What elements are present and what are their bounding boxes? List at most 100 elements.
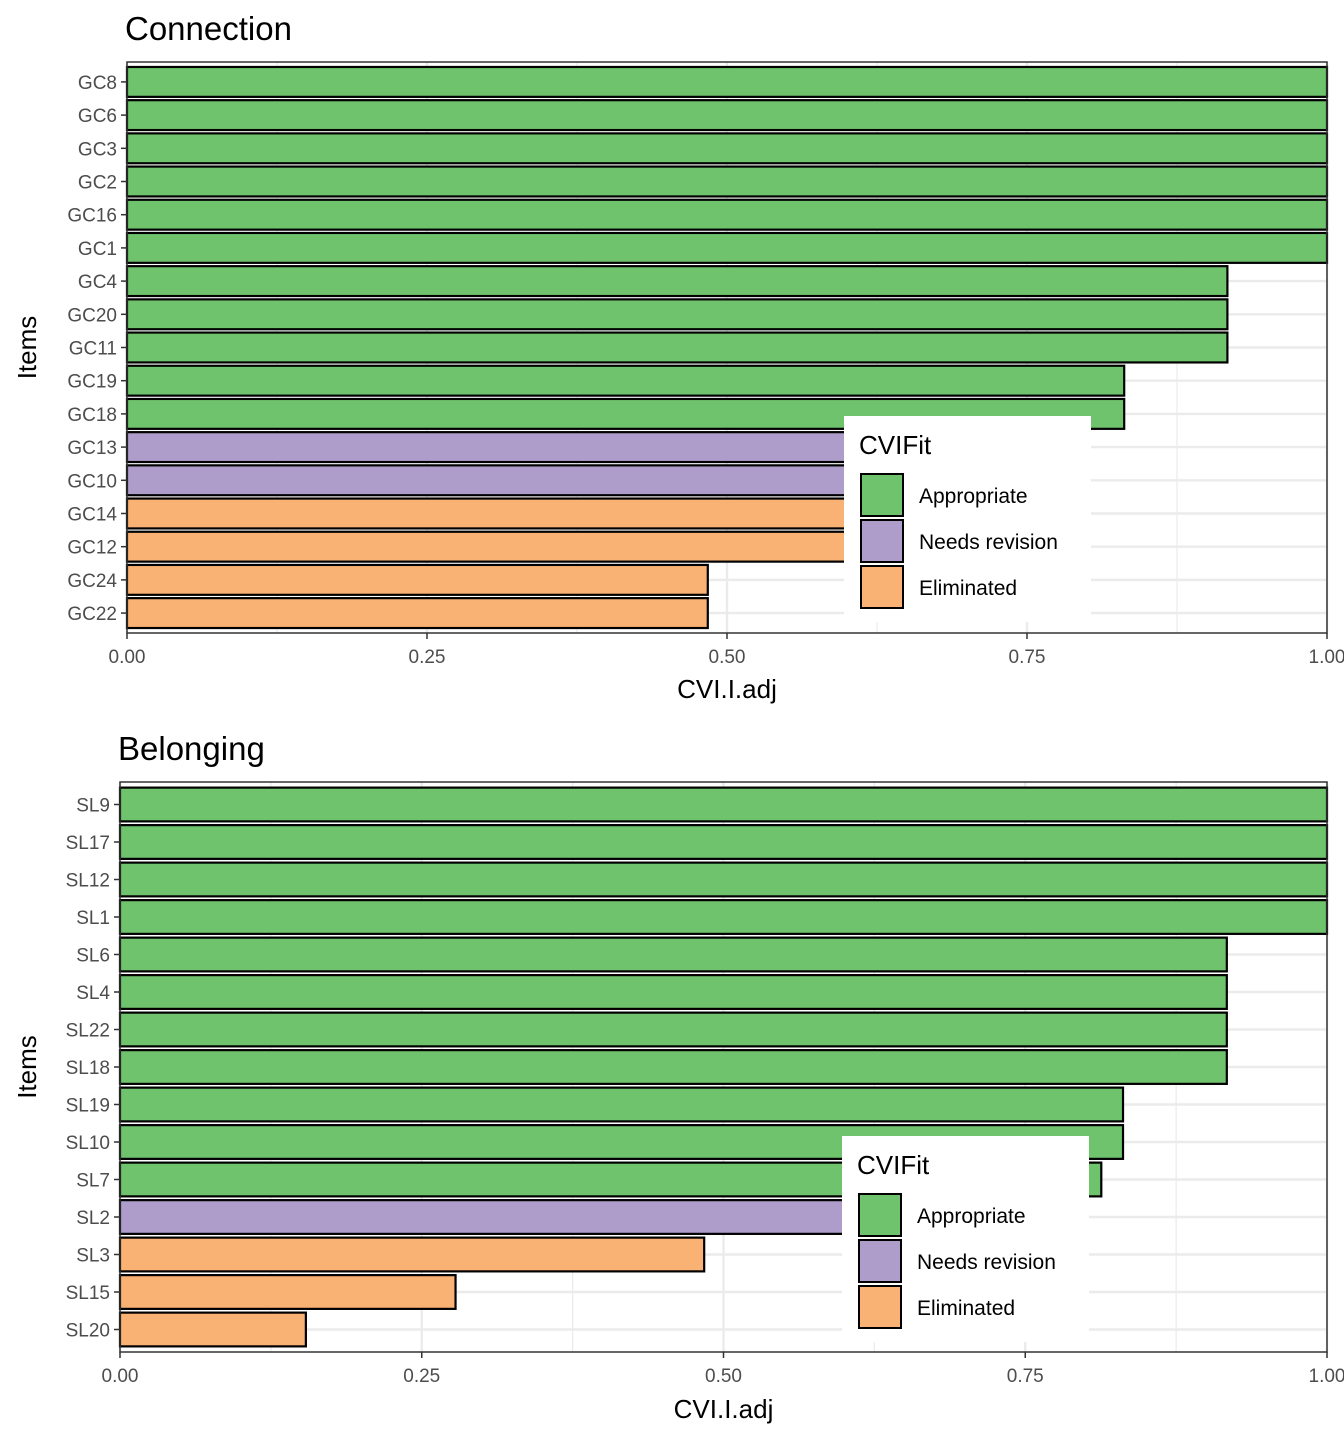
legend-key-appropriate xyxy=(858,1193,902,1237)
legend-label: Needs revision xyxy=(919,531,1058,554)
legend-label: Eliminated xyxy=(919,577,1017,600)
legend-label: Appropriate xyxy=(919,485,1028,508)
bar-gc11 xyxy=(125,331,1229,364)
y-axis-title: Items xyxy=(12,1035,42,1099)
bar-sl2 xyxy=(118,1199,967,1235)
legend-label: Appropriate xyxy=(917,1205,1026,1228)
y-tick-label: SL9 xyxy=(76,796,110,817)
x-axis-title: CVI.I.adj xyxy=(674,1394,774,1424)
y-tick-label: SL20 xyxy=(66,1321,110,1342)
bar-gc13 xyxy=(125,431,969,464)
legend-title: CVIFit xyxy=(859,430,932,460)
x-tick-label: 0.75 xyxy=(1007,1366,1044,1387)
bar-sl4 xyxy=(118,974,1228,1010)
y-tick-label: SL22 xyxy=(66,1021,110,1042)
legend-title: CVIFit xyxy=(857,1150,930,1180)
y-tick-label: SL4 xyxy=(76,983,110,1004)
y-tick-label: GC4 xyxy=(78,272,118,293)
y-tick-label: GC10 xyxy=(67,471,117,492)
legend-label: Needs revision xyxy=(917,1251,1056,1274)
chart-title: Connection xyxy=(125,10,292,47)
bar-sl9 xyxy=(118,786,1329,823)
legend-label: Eliminated xyxy=(917,1297,1015,1320)
x-tick-label: 0.00 xyxy=(102,1366,139,1387)
y-axis: SL9 SL17 SL12 SL1 SL6 SL4 SL22 SL18 SL19 SL10 SL7 S… xyxy=(12,796,120,1342)
bar-gc14 xyxy=(125,497,885,530)
bar-gc8 xyxy=(125,65,1329,98)
y-tick-label: GC3 xyxy=(78,139,117,160)
y-tick-label: SL7 xyxy=(76,1171,110,1192)
bar-gc19 xyxy=(125,364,1126,397)
y-tick-label: GC12 xyxy=(67,538,117,559)
bar-sl17 xyxy=(118,824,1329,860)
y-tick-label: GC2 xyxy=(78,173,117,194)
y-tick-label: GC1 xyxy=(78,239,117,260)
bar-sl6 xyxy=(118,936,1228,973)
y-tick-label: SL6 xyxy=(76,946,110,967)
bar-sl18 xyxy=(118,1049,1228,1085)
x-axis: 0.00 0.25 0.50 0.75 1.00 CVI.I.adj xyxy=(109,633,1344,704)
bar-gc12 xyxy=(125,530,885,563)
legend-key-appropriate xyxy=(860,473,904,517)
bar-gc6 xyxy=(125,99,1329,132)
y-tick-label: SL3 xyxy=(76,1246,110,1267)
x-tick-label: 0.50 xyxy=(709,647,746,668)
bar-gc4 xyxy=(125,265,1229,298)
x-axis: 0.00 0.25 0.50 0.75 1.00 CVI.I.adj xyxy=(102,1352,1344,1424)
legend-key-needs-revision xyxy=(860,519,904,563)
x-tick-label: 1.00 xyxy=(1309,1366,1344,1387)
bar-sl12 xyxy=(118,861,1329,898)
y-tick-label: SL12 xyxy=(66,871,110,892)
bar-sl15 xyxy=(118,1274,457,1310)
y-tick-label: GC16 xyxy=(67,206,117,227)
legend: CVIFit Appropriate Needs revision Eliminate… xyxy=(844,416,1091,622)
y-tick-label: SL10 xyxy=(66,1133,110,1154)
y-tick-label: GC6 xyxy=(78,106,117,127)
y-tick-label: SL18 xyxy=(66,1058,110,1079)
y-tick-label: GC24 xyxy=(67,571,117,592)
panel-connection: Connection GC8 GC6 GC3 GC2 GC16 GC1 GC4 GC20 GC11… xyxy=(12,10,1344,704)
bar-gc20 xyxy=(125,298,1229,331)
bar-gc22 xyxy=(125,597,709,630)
bar-gc2 xyxy=(125,165,1329,198)
y-axis-title: Items xyxy=(12,316,42,380)
legend: CVIFit Appropriate Needs revision Eliminate… xyxy=(842,1136,1089,1342)
legend-key-needs-revision xyxy=(858,1239,902,1283)
y-tick-label: SL17 xyxy=(66,833,110,854)
y-tick-label: SL2 xyxy=(76,1208,110,1229)
y-tick-label: GC18 xyxy=(67,405,117,426)
bar-gc3 xyxy=(125,132,1329,165)
y-tick-label: GC22 xyxy=(67,604,117,625)
bar-sl20 xyxy=(118,1311,307,1348)
y-tick-label: GC19 xyxy=(67,372,117,393)
x-tick-label: 1.00 xyxy=(1309,647,1344,668)
y-tick-label: GC11 xyxy=(69,339,117,360)
legend-key-eliminated xyxy=(860,565,904,609)
bar-sl3 xyxy=(118,1236,706,1273)
bar-sl19 xyxy=(118,1086,1125,1123)
y-tick-label: GC8 xyxy=(78,73,117,94)
bar-sl22 xyxy=(118,1011,1228,1048)
bars xyxy=(125,65,1329,630)
y-tick-label: SL15 xyxy=(66,1283,110,1304)
bar-gc16 xyxy=(125,198,1329,231)
bar-sl1 xyxy=(118,899,1329,935)
x-tick-label: 0.75 xyxy=(1009,647,1046,668)
y-tick-label: GC13 xyxy=(67,438,117,459)
y-tick-label: GC20 xyxy=(67,305,117,326)
y-tick-label: SL1 xyxy=(76,908,110,929)
y-tick-label: GC14 xyxy=(67,504,117,525)
x-axis-title: CVI.I.adj xyxy=(677,674,777,704)
bar-gc1 xyxy=(125,231,1329,264)
x-tick-label: 0.25 xyxy=(409,647,446,668)
x-tick-label: 0.50 xyxy=(705,1366,742,1387)
panel-belonging: Belonging SL9 SL17 SL12 SL1 SL6 SL4 SL22 SL18 SL1… xyxy=(12,730,1344,1424)
y-axis: GC8 GC6 GC3 GC2 GC16 GC1 GC4 GC20 GC11 GC19 GC18 GC… xyxy=(12,73,127,625)
x-tick-label: 0.00 xyxy=(109,647,146,668)
legend-key-eliminated xyxy=(858,1285,902,1329)
bar-gc24 xyxy=(125,563,709,596)
y-tick-label: SL19 xyxy=(66,1096,110,1117)
bar-gc10 xyxy=(125,464,969,497)
x-tick-label: 0.25 xyxy=(403,1366,440,1387)
